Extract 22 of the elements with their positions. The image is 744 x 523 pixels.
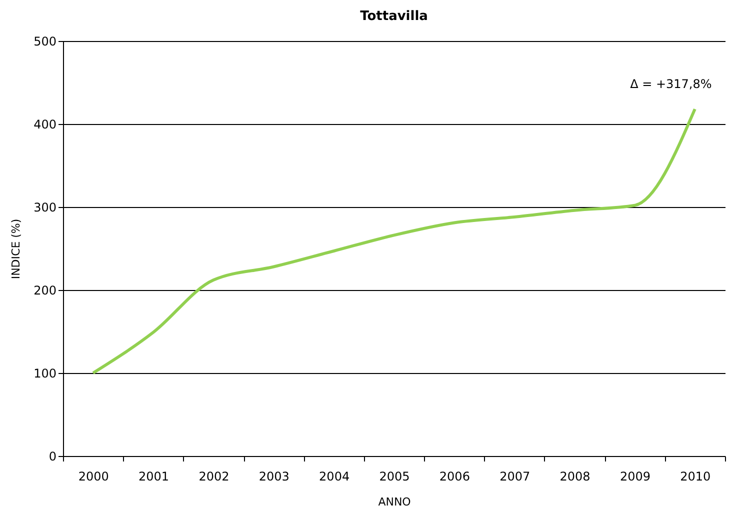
x-tick-label: 2004 [319,470,350,484]
y-axis-title: INDICE (%) [10,218,23,280]
y-tick-label: 300 [34,200,56,214]
x-tick-label: 2009 [620,470,650,484]
x-tick-label: 2007 [500,470,530,484]
line-series [92,108,696,374]
y-tick-label: 400 [34,118,56,132]
x-tick-label: 2010 [680,470,711,484]
y-tick-label: 100 [34,366,56,380]
y-tick-label: 0 [48,450,56,464]
x-tick-label: 2003 [258,470,290,484]
x-tick-label: 2008 [560,470,590,484]
annotation: Δ = +317,8% [630,77,712,92]
x-tick-label: 2001 [138,470,170,484]
x-tick-label: 2002 [198,470,230,484]
x-tick-label: 2005 [379,470,410,484]
y-tick-label: 200 [34,284,56,298]
y-tick-label: 500 [34,34,56,48]
x-tick-label: 2006 [439,470,470,484]
x-axis-title: ANNO [378,496,412,508]
x-tick-label: 2000 [78,470,109,484]
chart-title: Tottavilla [360,9,428,24]
